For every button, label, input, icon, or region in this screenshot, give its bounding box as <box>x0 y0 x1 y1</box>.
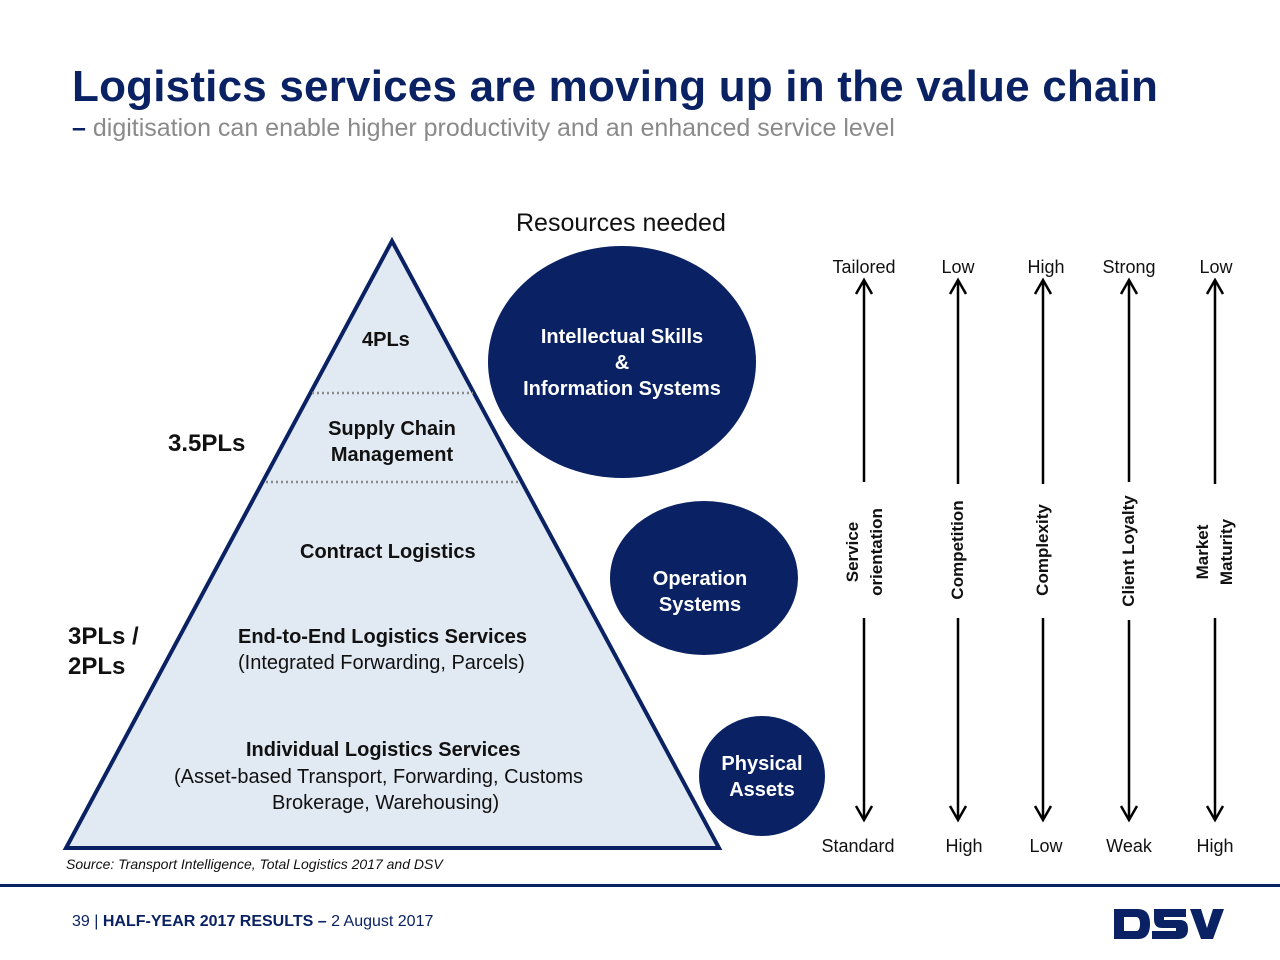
level-3pls-line2: 2PLs <box>68 653 126 680</box>
tier-individual-sub2: Brokerage, Warehousing) <box>272 792 500 814</box>
tier-4pl-label: 4PLs <box>362 329 410 351</box>
axis-name-client-loyalty: Client Loyalty <box>1119 495 1138 607</box>
axis-arrow-complexity <box>1033 277 1053 823</box>
axis-name-competition: Competition <box>948 500 967 600</box>
operation-systems-text: Operation Systems <box>610 566 790 618</box>
axis-bottom-market-maturity: High <box>1196 836 1234 856</box>
page-title: Logistics services are moving up in the … <box>72 62 1159 111</box>
tier-end-to-end-sub: (Integrated Forwarding, Parcels) <box>238 652 525 674</box>
physical-assets-text: Physical Assets <box>700 751 824 803</box>
market-line2: Maturity <box>1217 518 1236 586</box>
operation-line2: Systems <box>658 594 742 616</box>
operation-line1: Operation <box>652 568 748 590</box>
physical-assets-circle <box>699 716 825 836</box>
page-number: 39 <box>72 913 90 930</box>
subtitle-text: digitisation can enable higher productiv… <box>92 114 895 142</box>
intellectual-line1: Intellectual Skills <box>540 326 704 348</box>
tier-contract-logistics: Contract Logistics <box>300 541 476 563</box>
intellectual-line2: & <box>614 352 630 374</box>
axis-arrow-market-maturity <box>1205 277 1225 823</box>
footer-report-title: HALF-YEAR 2017 RESULTS – <box>102 913 327 930</box>
axis-arrow-client-loyalty <box>1119 277 1139 823</box>
tier-end-to-end: End-to-End Logistics Services <box>238 626 527 648</box>
tier-supply-chain-management: Supply Chain Management <box>312 416 472 468</box>
tier-individual-sub1: (Asset-based Transport, Forwarding, Cust… <box>174 766 584 788</box>
value-chain-diagram <box>62 236 1225 850</box>
axis-name-complexity: Complexity <box>1033 504 1052 596</box>
axis-arrow-service-orientation <box>854 277 874 823</box>
scm-line1: Supply Chain <box>328 418 456 440</box>
axis-bottom-competition: High <box>945 836 983 856</box>
tier-individual-logistics: Individual Logistics Services <box>246 739 521 761</box>
footer-rule <box>0 884 1280 887</box>
service-line1: Service <box>843 521 862 583</box>
page-subtitle: – digitisation can enable higher product… <box>72 114 895 143</box>
physical-line1: Physical <box>721 753 803 775</box>
dsv-logo <box>1114 909 1224 939</box>
source-note: Source: Transport Intelligence, Total Lo… <box>66 856 443 872</box>
axis-name-service-orientation: Service orientation <box>841 482 889 622</box>
level-3pls-line1: 3PLs / <box>68 623 139 650</box>
footer-text: 39 | HALF-YEAR 2017 RESULTS – 2 August 2… <box>72 913 433 931</box>
operation-systems-circle <box>610 501 798 655</box>
footer-separator: | <box>94 913 99 930</box>
level-3pls-2pls: 3PLs / 2PLs <box>68 622 139 682</box>
axis-top-complexity: High <box>1027 257 1065 277</box>
physical-line2: Assets <box>729 779 795 801</box>
level-3-5pls: 3.5PLs <box>168 430 246 457</box>
axis-top-service: Tailored <box>832 257 896 277</box>
intellectual-line3: Information Systems <box>523 378 721 400</box>
intellectual-skills-text: Intellectual Skills & Information System… <box>488 324 756 402</box>
axis-bottom-client-loyalty: Weak <box>1106 836 1152 856</box>
scm-line2: Management <box>330 444 454 466</box>
pyramid-shape <box>62 236 723 850</box>
intellectual-skills-circle <box>488 246 756 478</box>
market-line1: Market <box>1193 524 1212 580</box>
axis-name-market-maturity: Market Maturity <box>1191 482 1239 622</box>
axis-bottom-service: Standard <box>821 836 895 856</box>
resources-needed-label: Resources needed <box>516 209 726 237</box>
axis-bottom-complexity: Low <box>1029 836 1063 856</box>
service-line2: orientation <box>867 508 886 596</box>
axis-top-market-maturity: Low <box>1199 257 1233 277</box>
axis-arrow-competition <box>948 277 968 823</box>
axis-top-competition: Low <box>941 257 975 277</box>
footer-date: 2 August 2017 <box>331 913 434 930</box>
axis-top-client-loyalty: Strong <box>1102 257 1156 277</box>
subtitle-dash: – <box>72 114 86 142</box>
